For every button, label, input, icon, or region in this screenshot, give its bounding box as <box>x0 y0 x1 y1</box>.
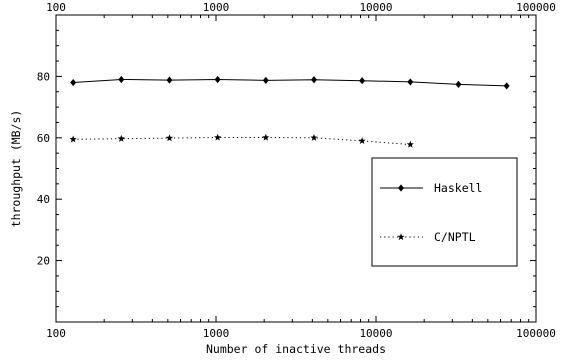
legend-marker-c-nptl <box>397 233 405 241</box>
legend-box <box>371 157 518 267</box>
x-tick-label: 10000 <box>359 327 392 340</box>
y-tick-label: 20 <box>37 255 50 268</box>
data-point-c-nptl <box>262 133 270 141</box>
legend-label-c-nptl: C/NPTL <box>434 230 476 244</box>
y-tick-label: 40 <box>37 193 50 206</box>
data-point-c-nptl <box>310 134 318 141</box>
x-tick-label: 100000 <box>516 327 556 340</box>
data-point-haskell <box>214 75 221 84</box>
data-point-c-nptl <box>406 140 414 148</box>
x-tick-label-top: 100000 <box>516 1 556 14</box>
data-point-haskell <box>166 76 173 84</box>
data-point-haskell <box>359 77 366 85</box>
series-line-c-nptl <box>73 136 411 146</box>
data-point-haskell <box>70 78 77 87</box>
data-point-c-nptl <box>117 134 125 142</box>
y-tick-label: 80 <box>37 70 50 83</box>
x-tick-label-top: 100 <box>46 1 66 14</box>
data-point-haskell <box>118 75 125 84</box>
data-point-haskell <box>262 76 269 84</box>
series-c-nptl <box>69 133 414 148</box>
data-point-c-nptl <box>69 135 77 143</box>
data-point-haskell <box>407 78 414 86</box>
y-axis-label: throughput (MB/s) <box>9 110 23 228</box>
x-tick-label-top: 10000 <box>359 1 392 14</box>
x-axis-label: Number of inactive threads <box>206 342 386 356</box>
x-tick-label: 1000 <box>203 327 230 340</box>
y-tick-label: 60 <box>37 132 50 145</box>
data-point-haskell <box>310 76 317 84</box>
series-line-haskell <box>73 78 507 87</box>
data-point-haskell <box>455 80 462 88</box>
legend-label-haskell: Haskell <box>434 181 482 195</box>
data-point-c-nptl <box>358 137 366 144</box>
x-tick-label-top: 1000 <box>203 1 230 14</box>
series-haskell <box>70 75 510 90</box>
data-point-haskell <box>503 82 510 90</box>
data-point-c-nptl <box>214 133 222 141</box>
legend-marker-haskell <box>398 184 404 192</box>
x-tick-label: 100 <box>46 327 66 340</box>
data-point-c-nptl <box>165 134 174 142</box>
